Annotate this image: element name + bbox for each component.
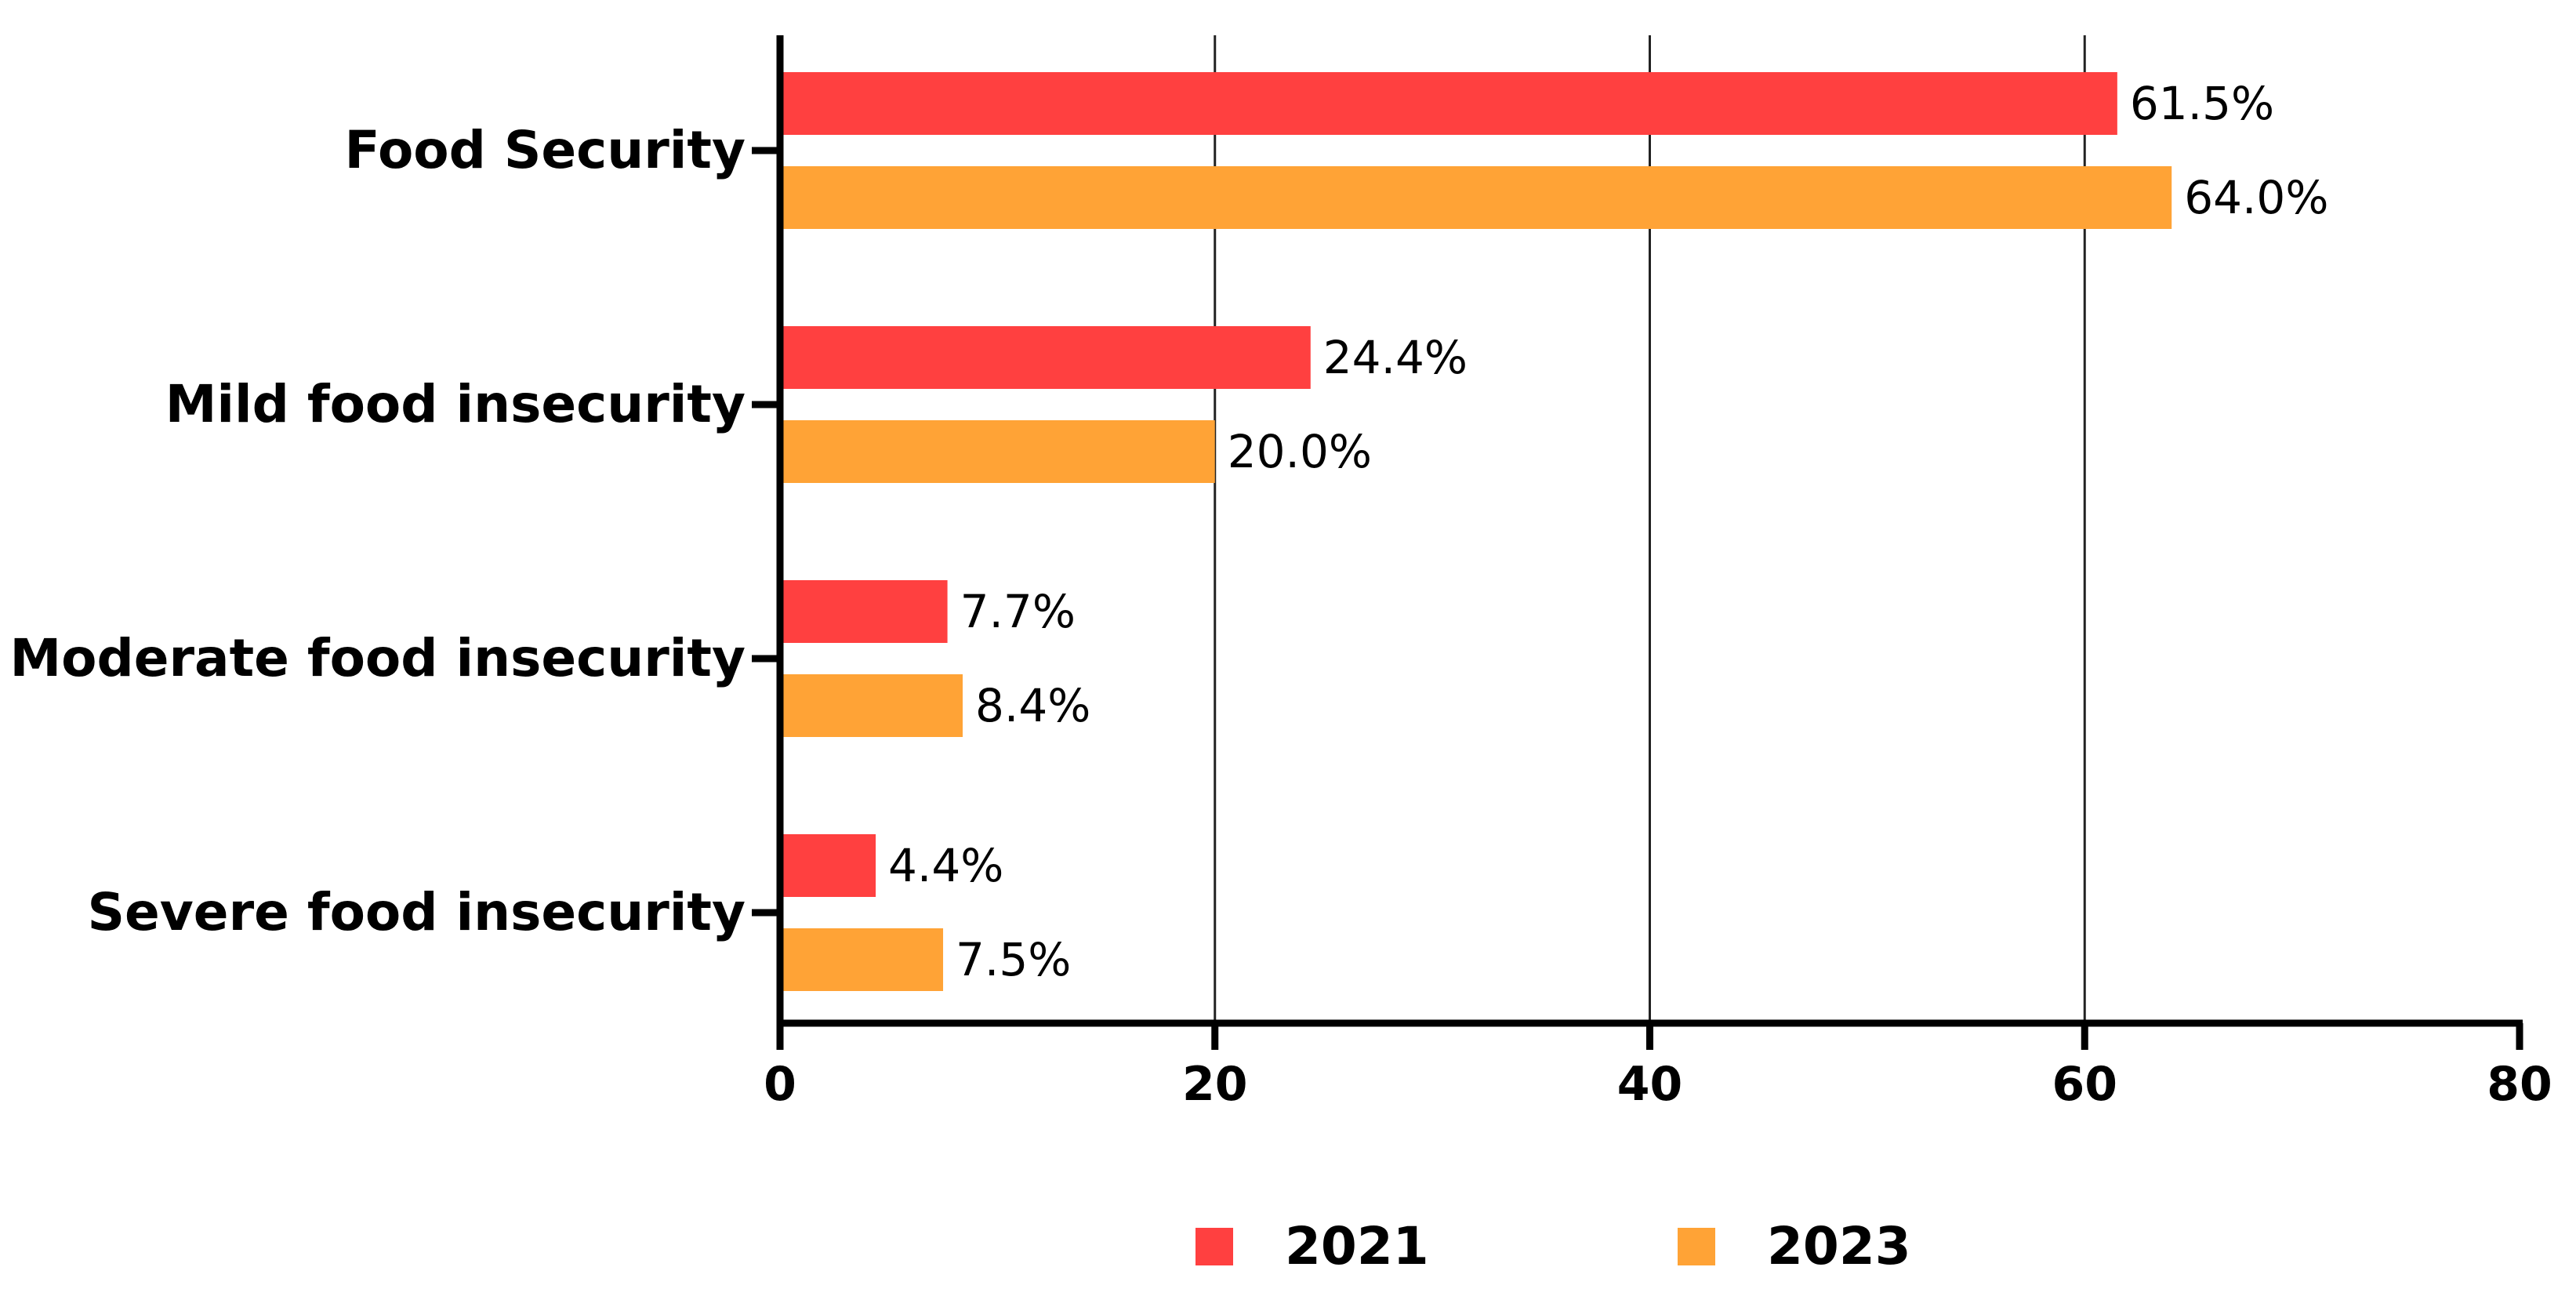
x-tick-label-60: 60	[2052, 1057, 2118, 1112]
bar-2023-1	[780, 166, 2172, 229]
legend-label-2021: 2021	[1285, 1216, 1429, 1276]
x-tick-label-80: 80	[2487, 1057, 2552, 1112]
labels: 61.5% 64.0% Food Security 24.4% 20.0% Mild fo…	[9, 77, 2552, 1112]
x-tick-label-0: 0	[764, 1057, 796, 1112]
category-label-3: Moderate food insecurity	[9, 628, 746, 688]
bar-2023-2	[780, 420, 1215, 483]
legend-swatch-2023	[1678, 1228, 1715, 1265]
data-label-2023-4: 7.5%	[956, 933, 1071, 986]
category-label-2: Mild food insecurity	[165, 374, 746, 434]
data-label-2021-3: 7.7%	[960, 585, 1076, 638]
data-label-2021-2: 24.4%	[1323, 331, 1468, 384]
bar-2021-2	[780, 326, 1311, 389]
category-label-1: Food Security	[345, 120, 746, 180]
legend-label-2023: 2023	[1767, 1216, 1911, 1276]
bar-2021-3	[780, 580, 948, 643]
legend: 2021 2023	[1195, 1216, 1911, 1276]
data-label-2023-2: 20.0%	[1228, 425, 1372, 478]
bar-2023-3	[780, 674, 963, 737]
x-tick-label-20: 20	[1182, 1057, 1248, 1112]
data-label-2021-4: 4.4%	[888, 839, 1003, 892]
axes	[752, 35, 2523, 1050]
bar-2023-4	[780, 928, 944, 991]
x-tick-label-40: 40	[1617, 1057, 1683, 1112]
category-label-4: Severe food insecurity	[87, 882, 746, 942]
data-label-2023-1: 64.0%	[2184, 171, 2328, 224]
bar-2021-1	[780, 72, 2117, 135]
data-label-2023-3: 8.4%	[975, 679, 1090, 732]
data-label-2021-1: 61.5%	[2130, 77, 2274, 130]
legend-swatch-2021	[1195, 1228, 1233, 1265]
bar-2021-4	[780, 834, 876, 897]
bars	[780, 72, 2172, 991]
